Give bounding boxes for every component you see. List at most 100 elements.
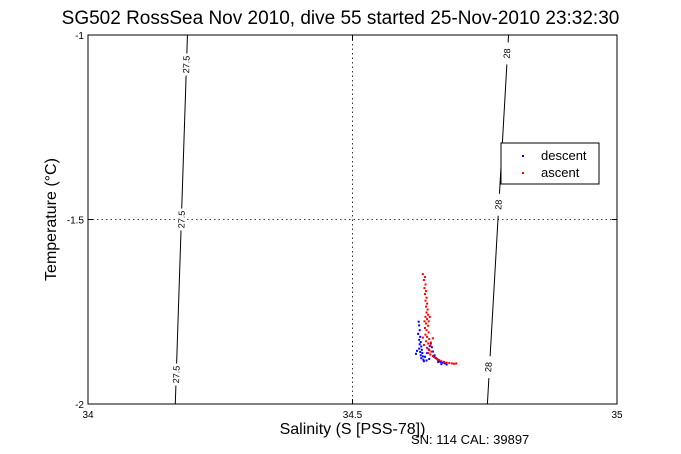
ascent-point [428,338,431,341]
x-tick-label: 34.5 [343,410,363,421]
ascent-point [448,362,451,365]
ascent-point [430,350,433,353]
descent-point [414,352,417,355]
ascent-point [427,342,430,345]
ascent-point [426,302,429,305]
ascent-point [423,326,426,329]
grid-lines [88,35,617,404]
isopycnal-label-bg [177,208,186,231]
descent-point [416,349,419,352]
ascent-point [425,329,428,332]
descent-point [418,343,421,346]
isopycnal-label-bg [493,193,504,216]
ascent-point [424,283,427,286]
ascent-point [429,344,432,347]
ascent-point [424,315,427,318]
descent-point [422,360,425,363]
descent-point [418,347,421,350]
legend-label-ascent: ascent [541,165,580,180]
ascent-point [424,299,427,302]
isopycnal-label: 27.5 [181,56,192,74]
ascent-point [426,346,429,349]
descent-point [441,361,444,364]
descent-point [430,346,433,349]
descent-point [422,358,425,361]
x-axis-label: Salinity (S [PSS-78]) [280,421,426,438]
descent-point [445,363,448,366]
ascent-point [423,320,426,323]
ascent-point [421,336,424,339]
isopycnal-label-bg [171,363,181,386]
ascent-point [425,290,428,293]
y-tick-label: -2 [75,400,84,411]
ascent-point [438,359,441,362]
x-tick-label: 35 [611,410,623,421]
chart-title: SG502 RossSea Nov 2010, dive 55 started … [61,8,620,29]
isopycnal-line [486,34,510,405]
descent-point [419,354,422,357]
data-series [414,273,458,366]
descent-point [432,355,435,358]
ascent-point [428,349,431,352]
ascent-point [453,362,456,365]
ascent-point [425,340,428,343]
descent-point [429,342,432,345]
ascent-point [455,362,458,365]
ascent-point [421,273,424,276]
ascent-point [425,296,428,299]
ascent-point [428,315,431,318]
ascent-point [426,318,429,321]
descent-point [438,360,441,363]
descent-point [418,324,421,327]
legend-marker-ascent [522,172,524,174]
ascent-point [427,352,430,355]
isopycnal-label: 28 [493,199,504,210]
y-tick-label: -1.5 [67,216,85,227]
descent-point [437,360,440,363]
ascent-point [427,331,430,334]
descent-point [419,350,422,353]
isopycnal-label-bg [502,42,512,65]
ascent-point [427,320,430,323]
ascent-point [450,362,453,365]
ascent-point [425,311,428,314]
ascent-point [427,324,430,327]
x-tick-label: 34 [82,410,94,421]
descent-point [440,363,443,366]
ascent-point [436,357,439,360]
ascent-point [423,293,426,296]
descent-point [420,348,423,351]
descent-point [433,354,436,357]
descent-point [420,345,423,348]
serial-calibration-note: SN: 114 CAL: 39897 [411,432,530,447]
legend-box [500,142,600,185]
ascent-point [427,313,430,316]
ascent-series [421,273,458,365]
ascent-point [429,353,432,356]
isopycnal-label: 28 [483,362,494,373]
descent-point [426,352,429,355]
ascent-point [445,361,448,364]
descent-point [435,357,438,360]
legend-label-descent: descent [541,148,587,163]
descent-point [421,355,424,358]
descent-point [421,352,424,355]
isopycnal-label: 27.5 [176,211,187,229]
ascent-point [425,322,428,325]
y-axis-label: Temperature (°C) [43,158,60,281]
descent-point [425,359,428,362]
descent-point [417,332,420,335]
descent-point [431,350,434,353]
isopycnal-label-bg [182,53,191,76]
isopycnal-label: 28 [502,48,513,59]
descent-point [418,338,421,341]
ascent-point [429,341,432,344]
descent-point [420,357,423,360]
descent-point [419,335,422,338]
y-tick-label: -1 [75,31,84,42]
isopycnal-lines: 27.5 27.5 27.5 28 28 28 [171,34,513,405]
isopycnal-label: 27.5 [171,366,182,384]
descent-point [417,320,420,323]
ascent-point [423,276,426,279]
